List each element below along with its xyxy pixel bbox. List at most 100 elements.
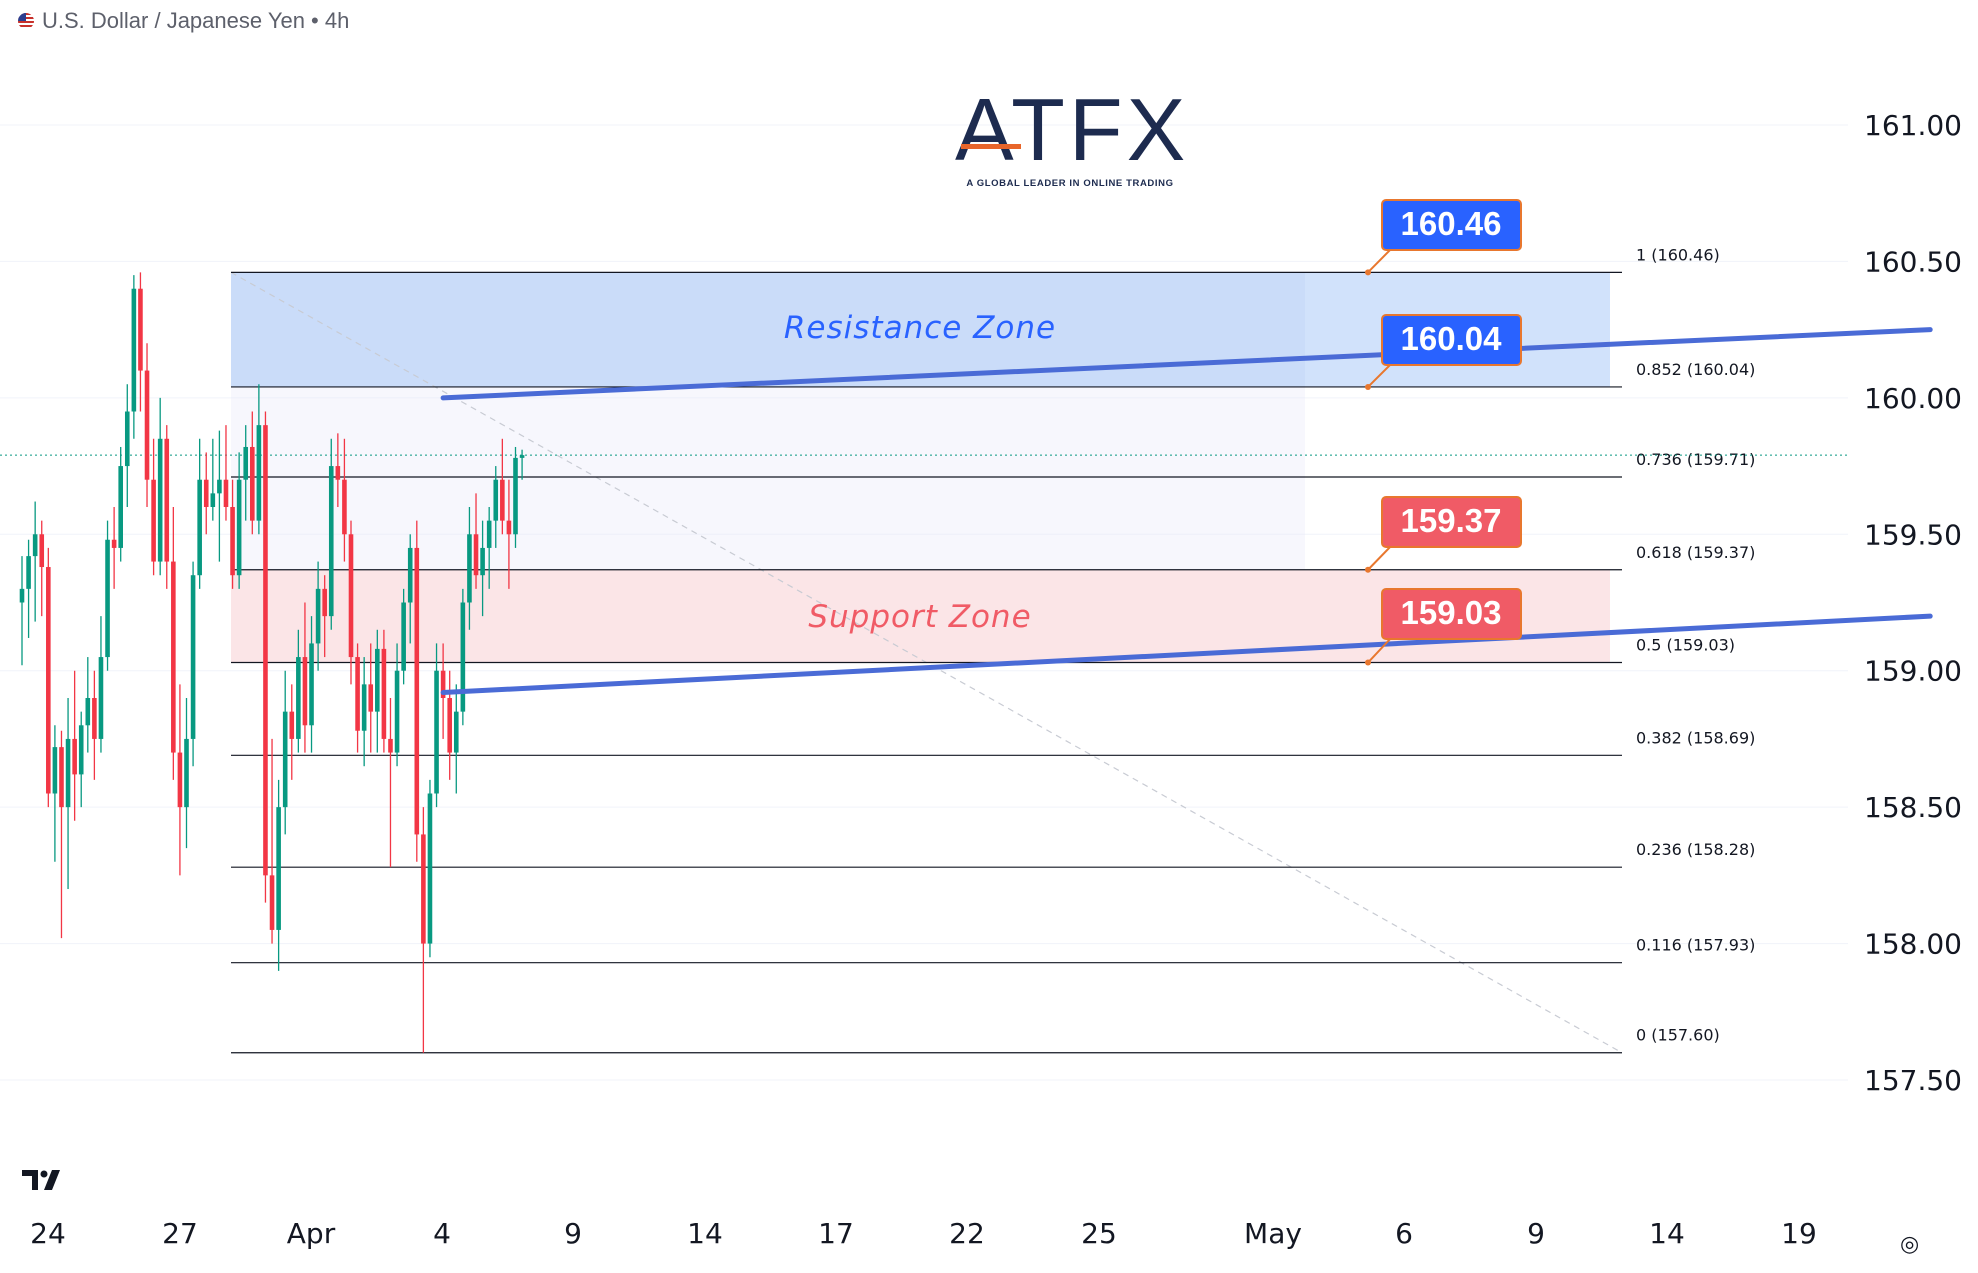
candle-body [381, 648, 387, 739]
x-tick-label: 17 [818, 1217, 854, 1250]
candle-body [276, 807, 281, 930]
y-tick-label: 159.50 [1864, 518, 1962, 551]
logo-tagline: A GLOBAL LEADER IN ONLINE TRADING [966, 178, 1174, 189]
x-tick-label: 27 [162, 1217, 198, 1250]
candle-body [467, 534, 472, 603]
candle-body [519, 455, 525, 458]
candle-body [486, 520, 492, 548]
logo-text: ATFX [955, 80, 1190, 179]
fib-level-label: 0.618 (159.37) [1636, 543, 1755, 562]
candle-body [105, 539, 110, 658]
callout-pointer [1367, 247, 1410, 274]
candle-body [263, 425, 268, 876]
fib-band [231, 386, 1305, 570]
candle-body [328, 466, 334, 617]
candle-body [440, 670, 446, 698]
price-callout-text: 160.04 [1401, 320, 1503, 357]
candle-body [78, 725, 84, 775]
x-tick-label: 25 [1081, 1217, 1117, 1250]
candle-body [190, 575, 196, 739]
candle-body [217, 479, 222, 494]
candle-body [361, 684, 367, 731]
candle-body [296, 657, 301, 739]
candle-body [335, 466, 341, 480]
y-tick-label: 159.00 [1864, 655, 1962, 688]
x-tick-label: 22 [949, 1217, 985, 1250]
y-tick-label: 158.00 [1864, 928, 1962, 961]
fib-level-label: 0.236 (158.28) [1636, 840, 1755, 859]
candle-body [342, 479, 347, 535]
candle-body [144, 370, 150, 480]
price-callout-text: 160.46 [1401, 205, 1502, 242]
settings-icon[interactable]: ◎ [1900, 1231, 1920, 1256]
candle-body [368, 684, 374, 712]
candle-body [236, 479, 242, 576]
price-callout-box [1381, 588, 1522, 640]
resistance-trendline [440, 327, 1933, 401]
price-callout-text: 159.37 [1401, 502, 1502, 539]
fib-level-label: 0 (157.60) [1636, 1026, 1720, 1045]
candle-body [26, 556, 31, 589]
candle-body [355, 657, 360, 731]
x-tick-label: Apr [287, 1217, 336, 1250]
candle-body [85, 697, 91, 726]
candle-body [65, 738, 71, 808]
candle-body [177, 752, 183, 808]
fib-level-label: 0.116 (157.93) [1636, 936, 1755, 955]
candle-body [46, 567, 51, 794]
candle-body [197, 479, 202, 576]
candle-body [111, 539, 117, 548]
x-tick-label: 19 [1781, 1217, 1817, 1250]
candle-body [223, 479, 229, 507]
price-callout-box [1381, 496, 1522, 548]
candle-body [203, 479, 209, 507]
x-tick-label: 24 [30, 1217, 66, 1250]
candle-body [302, 657, 308, 726]
tradingview-logo-icon[interactable] [22, 1168, 68, 1192]
candle-body [513, 457, 518, 535]
callout-anchor [1365, 659, 1371, 666]
candle-body [414, 547, 420, 835]
candle-body [322, 588, 327, 617]
us-flag-icon [18, 13, 34, 29]
candle-body [447, 697, 452, 753]
candle-body [421, 834, 426, 944]
candle-body [375, 648, 380, 712]
fib-level-label: 0.852 (160.04) [1636, 360, 1755, 379]
candle-body [19, 588, 25, 603]
candle-body [473, 534, 479, 576]
price-callout-box [1381, 314, 1522, 366]
candle-body [243, 446, 249, 480]
y-tick-label: 157.50 [1864, 1064, 1962, 1097]
candle-body [269, 875, 275, 930]
candle-body [39, 534, 45, 568]
x-tick-label: 14 [687, 1217, 723, 1250]
resistance-zone-label: Resistance Zone [784, 310, 1056, 346]
x-tick-label: 14 [1649, 1217, 1685, 1250]
fib-level-label: 1 (160.46) [1636, 245, 1720, 264]
candle-body [52, 747, 58, 794]
fib-level-label: 0.382 (158.69) [1636, 728, 1755, 747]
resistance-zone [231, 272, 1610, 387]
symbol-title: U.S. Dollar / Japanese Yen • 4h [42, 8, 350, 33]
callout-anchor [1365, 566, 1371, 573]
candle-body [480, 547, 485, 576]
x-tick-label: 4 [433, 1217, 451, 1250]
candle-body [98, 657, 104, 739]
candle-body [151, 479, 156, 562]
candle-body [256, 425, 262, 521]
atfx-logo: ATFX A GLOBAL LEADER IN ONLINE TRADING [955, 80, 1190, 190]
x-tick-label: 6 [1395, 1217, 1413, 1250]
candle-body [315, 588, 321, 644]
candle-body [164, 438, 170, 562]
support-trendline [440, 613, 1933, 696]
callout-anchor [1365, 383, 1371, 390]
price-callout-box [1381, 199, 1522, 251]
candle-body [500, 479, 505, 521]
candle-body [250, 446, 255, 521]
candle-body [171, 561, 176, 753]
candle-body [131, 288, 137, 412]
x-tick-label: 9 [1527, 1217, 1545, 1250]
candle-body [72, 738, 77, 775]
